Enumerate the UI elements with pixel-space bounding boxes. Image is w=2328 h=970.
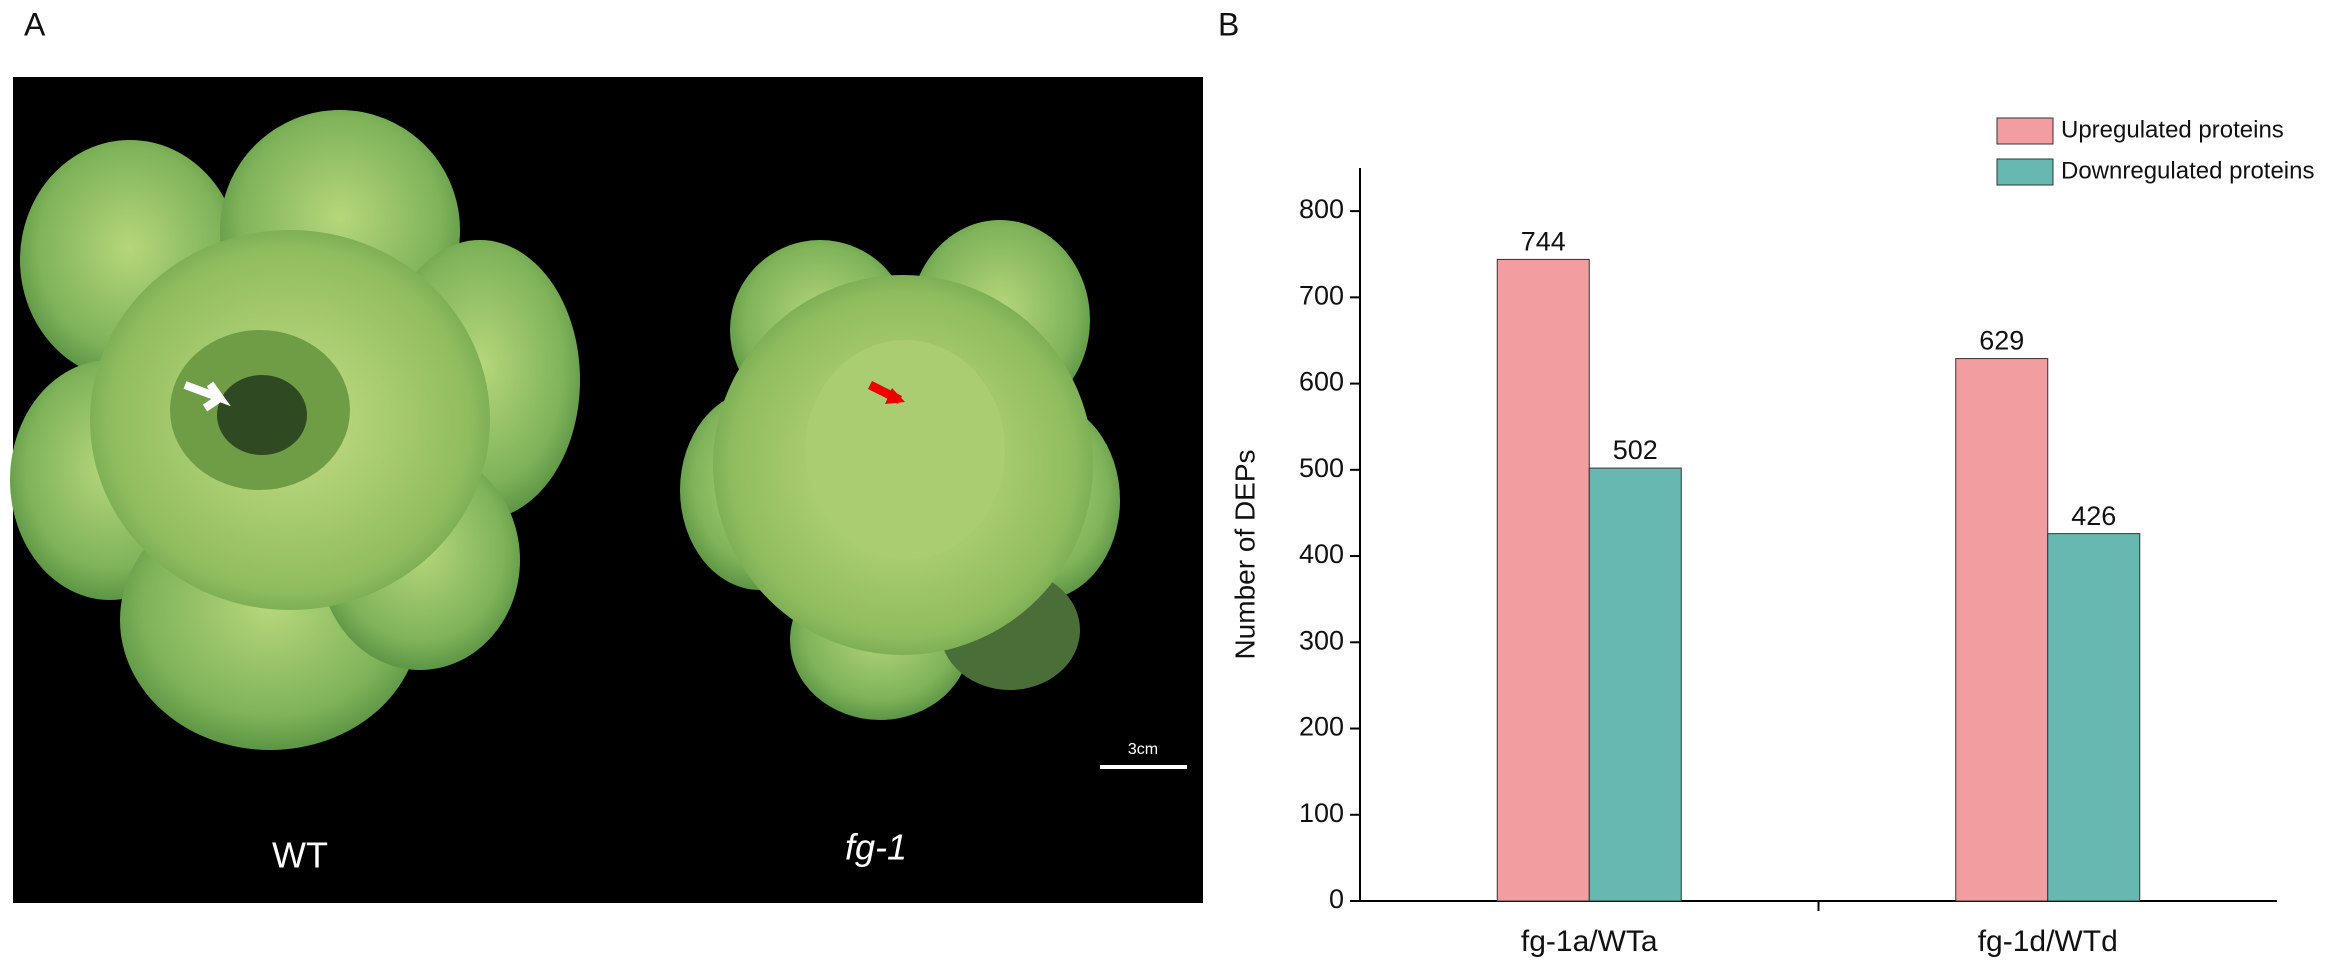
x-tick-label: fg-1d/WTd bbox=[1978, 925, 2118, 958]
value-label: 629 bbox=[1979, 326, 2024, 356]
bar bbox=[2047, 533, 2141, 902]
y-axis-label: Number of DEPs bbox=[1229, 449, 1260, 659]
panel-label: A bbox=[24, 6, 46, 42]
chart: 0 100 200 300 400 500 600 700 800 Number of DEPs f… bbox=[1229, 116, 2314, 958]
scale-bar-label: 3cm bbox=[1128, 741, 1158, 758]
legend-swatch bbox=[1996, 117, 2054, 145]
photo: WT fg-1 3cm bbox=[10, 77, 1203, 903]
bar bbox=[1496, 258, 1590, 902]
value-label: 426 bbox=[2071, 501, 2116, 531]
plant-wt bbox=[10, 110, 580, 750]
bar bbox=[1588, 467, 1682, 902]
y-tick-label: 200 bbox=[1299, 712, 1344, 742]
y-tick-label: 600 bbox=[1299, 367, 1344, 397]
y-tick-label: 300 bbox=[1299, 625, 1344, 655]
plant-fg1 bbox=[680, 220, 1120, 720]
y-tick-label: 500 bbox=[1299, 453, 1344, 483]
y-tick-label: 800 bbox=[1299, 194, 1344, 224]
y-tick-label: 400 bbox=[1299, 539, 1344, 569]
photo-label: WT bbox=[272, 835, 328, 876]
legend-label: Upregulated proteins bbox=[2061, 116, 2284, 143]
value-label: 502 bbox=[1613, 435, 1658, 465]
y-tick-label: 0 bbox=[1329, 884, 1344, 914]
value-label: 744 bbox=[1521, 227, 1566, 257]
x-tick-label: fg-1a/WTa bbox=[1521, 925, 1658, 958]
panel-label: B bbox=[1218, 6, 1239, 42]
photo-label: fg-1 bbox=[845, 827, 907, 868]
y-tick-label: 100 bbox=[1299, 798, 1344, 828]
bar bbox=[1955, 358, 2049, 902]
legend-label: Downregulated proteins bbox=[2061, 157, 2315, 184]
legend-swatch bbox=[1996, 158, 2054, 186]
y-tick-label: 700 bbox=[1299, 280, 1344, 310]
